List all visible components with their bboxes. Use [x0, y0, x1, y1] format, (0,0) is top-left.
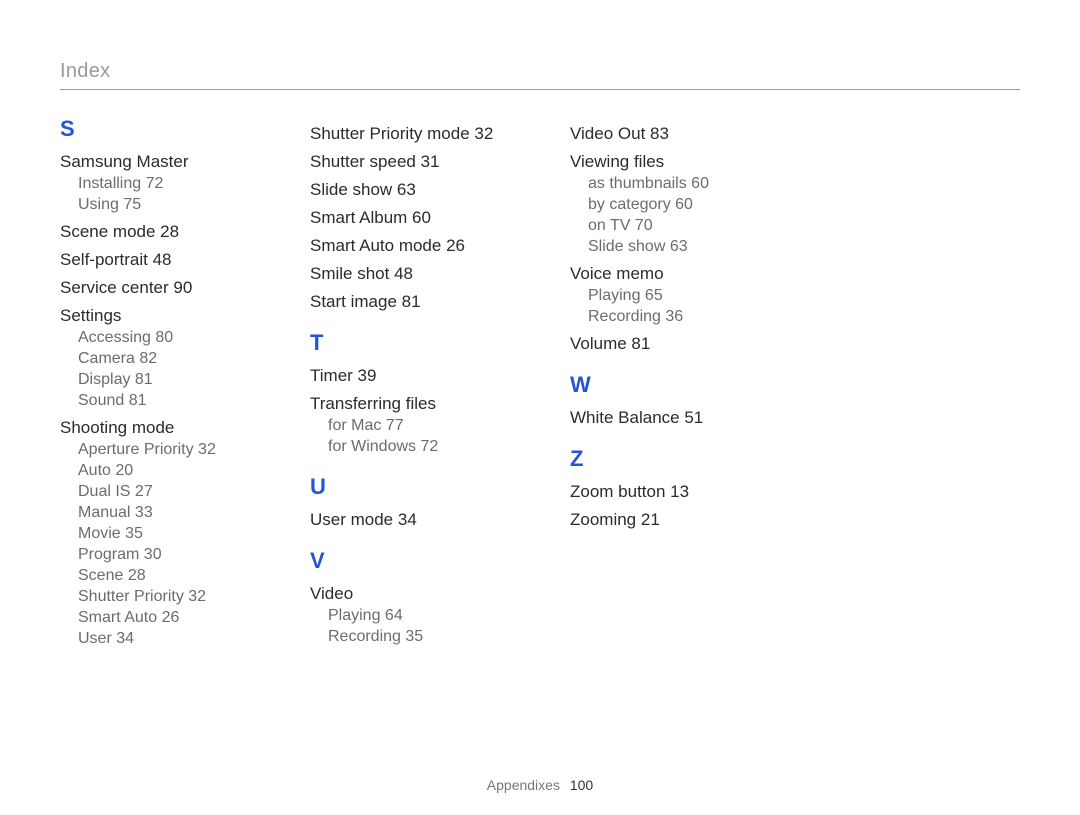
index-entry: User mode 34 — [310, 510, 570, 530]
index-subentry: Aperture Priority 32 — [78, 441, 310, 459]
index-subentry: for Mac 77 — [328, 417, 570, 435]
index-entry: Shutter Priority mode 32 — [310, 124, 570, 144]
index-subentry: Installing 72 — [78, 175, 310, 193]
page-footer: Appendixes 100 — [0, 777, 1080, 793]
index-column-2: Shutter Priority mode 32 Shutter speed 31… — [310, 116, 570, 651]
index-entry: Video — [310, 584, 570, 604]
index-subentry: Using 75 — [78, 196, 310, 214]
index-column-1: S Samsung Master Installing 72 Using 75 Scen… — [60, 116, 310, 651]
index-letter: Z — [570, 446, 850, 472]
index-sublist: Playing 64 Recording 35 — [310, 607, 570, 646]
index-entry: Zoom button 13 — [570, 482, 850, 502]
index-subentry: Recording 35 — [328, 628, 570, 646]
index-letter: W — [570, 372, 850, 398]
index-entry: Shutter speed 31 — [310, 152, 570, 172]
page-header: Index — [60, 60, 1020, 90]
index-subentry: Sound 81 — [78, 392, 310, 410]
index-subentry: Manual 33 — [78, 504, 310, 522]
index-entry: Shooting mode — [60, 418, 310, 438]
index-subentry: Playing 64 — [328, 607, 570, 625]
index-subentry: Dual IS 27 — [78, 483, 310, 501]
footer-label: Appendixes — [487, 777, 560, 793]
index-entry: Transferring files — [310, 394, 570, 414]
index-subentry: Program 30 — [78, 546, 310, 564]
index-entry: Start image 81 — [310, 292, 570, 312]
index-subentry: Shutter Priority 32 — [78, 588, 310, 606]
index-columns: S Samsung Master Installing 72 Using 75 Scen… — [60, 116, 1020, 651]
index-entry: Viewing files — [570, 152, 850, 172]
index-entry: Smile shot 48 — [310, 264, 570, 284]
index-letter: T — [310, 330, 570, 356]
index-letter: S — [60, 116, 310, 142]
index-subentry: Slide show 63 — [588, 238, 850, 256]
index-subentry: by category 60 — [588, 196, 850, 214]
index-subentry: for Windows 72 — [328, 438, 570, 456]
index-letter: U — [310, 474, 570, 500]
index-entry: Voice memo — [570, 264, 850, 284]
index-entry: Scene mode 28 — [60, 222, 310, 242]
index-letter: V — [310, 548, 570, 574]
index-subentry: Smart Auto 26 — [78, 609, 310, 627]
footer-page-number: 100 — [570, 777, 593, 793]
index-entry: Smart Album 60 — [310, 208, 570, 228]
index-sublist: Installing 72 Using 75 — [60, 175, 310, 214]
index-subentry: Auto 20 — [78, 462, 310, 480]
index-subentry: on TV 70 — [588, 217, 850, 235]
index-entry: Service center 90 — [60, 278, 310, 298]
index-entry: Zooming 21 — [570, 510, 850, 530]
index-entry: Slide show 63 — [310, 180, 570, 200]
index-subentry: Playing 65 — [588, 287, 850, 305]
index-sublist: Playing 65 Recording 36 — [570, 287, 850, 326]
index-subentry: Scene 28 — [78, 567, 310, 585]
index-subentry: as thumbnails 60 — [588, 175, 850, 193]
index-sublist: Accessing 80 Camera 82 Display 81 Sound 81 — [60, 329, 310, 410]
index-subentry: User 34 — [78, 630, 310, 648]
index-sublist: Aperture Priority 32 Auto 20 Dual IS 27 Man… — [60, 441, 310, 648]
index-sublist: for Mac 77 for Windows 72 — [310, 417, 570, 456]
index-entry: Volume 81 — [570, 334, 850, 354]
index-subentry: Recording 36 — [588, 308, 850, 326]
index-entry: Timer 39 — [310, 366, 570, 386]
index-entry: Samsung Master — [60, 152, 310, 172]
index-entry: White Balance 51 — [570, 408, 850, 428]
index-sublist: as thumbnails 60 by category 60 on TV 70 Sl… — [570, 175, 850, 256]
index-column-3: Video Out 83 Viewing files as thumbnails 6… — [570, 116, 850, 651]
index-entry: Video Out 83 — [570, 124, 850, 144]
index-entry: Smart Auto mode 26 — [310, 236, 570, 256]
index-subentry: Accessing 80 — [78, 329, 310, 347]
index-entry: Self-portrait 48 — [60, 250, 310, 270]
index-page: Index S Samsung Master Installing 72 Using … — [0, 0, 1080, 815]
index-subentry: Movie 35 — [78, 525, 310, 543]
index-subentry: Display 81 — [78, 371, 310, 389]
index-entry: Settings — [60, 306, 310, 326]
index-subentry: Camera 82 — [78, 350, 310, 368]
